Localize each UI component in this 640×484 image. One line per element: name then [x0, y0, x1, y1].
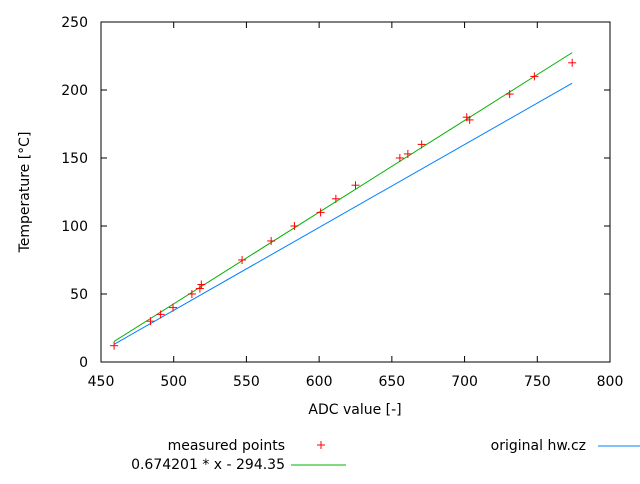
plot-border — [100, 21, 611, 363]
data-point — [156, 310, 165, 319]
data-point — [403, 149, 412, 158]
data-point — [195, 284, 204, 293]
y-tick-label: 200 — [61, 83, 88, 99]
x-axis-label: ADC value [-] — [308, 402, 401, 418]
data-point — [197, 280, 206, 289]
legend-label-measured-points: measured points — [168, 438, 285, 454]
legend-label-fit: 0.674201 * x - 294.35 — [131, 457, 285, 473]
series-line-fit — [113, 52, 573, 342]
data-point — [238, 256, 247, 264]
data-point — [465, 115, 474, 124]
x-tick-label: 750 — [524, 374, 551, 390]
data-point — [505, 90, 514, 99]
y-axis-label: Temperature [°C] — [17, 132, 33, 254]
y-tick-label: 0 — [79, 355, 88, 371]
data-point — [146, 317, 155, 326]
data-point — [530, 72, 539, 81]
legend-plus-icon — [317, 441, 325, 449]
data-point — [168, 303, 177, 312]
x-tick-label: 700 — [451, 374, 478, 390]
legend: measured points original hw.cz 0.674201 … — [131, 438, 640, 473]
data-point — [351, 181, 360, 190]
legend-marker-measured-points — [317, 441, 325, 449]
y-tick-label: 150 — [61, 151, 88, 167]
x-tick-label: 650 — [378, 374, 405, 390]
data-point — [568, 58, 577, 67]
data-point — [267, 236, 276, 245]
data-point — [395, 154, 404, 162]
legend-label-original-hw-cz: original hw.cz — [491, 438, 586, 454]
data-point — [417, 140, 426, 149]
data-point — [331, 194, 340, 203]
x-tick-label: 600 — [306, 374, 333, 390]
y-tick-label: 250 — [61, 15, 88, 31]
y-tick-label: 100 — [61, 219, 88, 235]
x-tick-label: 500 — [160, 374, 187, 390]
data-point — [316, 208, 325, 217]
x-tick-label: 800 — [597, 374, 624, 390]
x-tick-label: 550 — [233, 374, 260, 390]
data-point — [187, 290, 196, 298]
data-point — [110, 341, 119, 350]
axes: 450 500 550 600 650 700 750 800 0 50 100 150 200 250 — [61, 15, 623, 390]
plot-area — [110, 52, 577, 350]
y-tick-label: 50 — [70, 287, 88, 303]
series-line-original-hw-cz — [113, 82, 573, 345]
x-tick-label: 450 — [88, 374, 115, 390]
data-point — [290, 222, 299, 230]
